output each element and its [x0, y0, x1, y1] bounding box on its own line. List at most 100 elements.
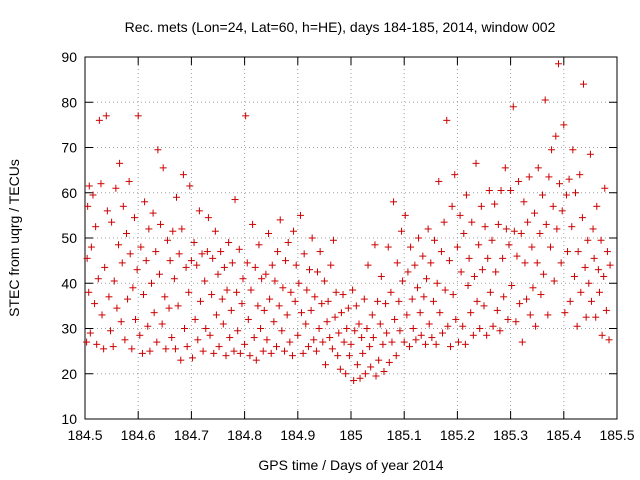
data-point-marker — [390, 198, 398, 206]
data-point-marker — [516, 300, 524, 308]
x-tick-label: 185.4 — [546, 427, 581, 443]
data-point-marker — [600, 272, 608, 280]
data-point-marker — [560, 121, 568, 129]
data-point-marker — [210, 349, 218, 357]
data-point-marker — [315, 325, 323, 332]
data-point-marker — [304, 343, 312, 351]
data-point-marker — [128, 345, 136, 353]
data-point-marker — [476, 325, 484, 332]
data-point-marker — [536, 229, 544, 237]
data-point-marker — [486, 288, 494, 296]
data-point-marker — [412, 336, 420, 344]
data-point-marker — [306, 266, 314, 274]
data-point-marker — [350, 377, 358, 385]
data-point-marker — [342, 370, 350, 378]
data-point-marker — [145, 225, 153, 233]
data-point-marker — [316, 248, 324, 256]
data-point-marker — [539, 191, 547, 199]
data-point-marker — [155, 270, 163, 278]
data-point-marker — [363, 325, 371, 332]
data-point-marker — [478, 266, 486, 274]
data-point-marker — [117, 318, 125, 326]
data-point-marker — [85, 182, 93, 190]
data-point-marker — [419, 252, 427, 260]
data-point-marker — [586, 150, 594, 158]
data-point-marker — [195, 207, 203, 215]
data-point-marker — [415, 234, 423, 242]
data-point-marker — [152, 248, 160, 256]
data-point-marker — [566, 297, 574, 305]
data-point-marker — [185, 288, 193, 296]
data-point-marker — [579, 80, 587, 88]
data-point-marker — [334, 352, 342, 360]
data-point-marker — [361, 370, 369, 378]
data-point-marker — [254, 302, 262, 310]
data-point-marker — [473, 297, 481, 305]
data-point-marker — [286, 338, 294, 346]
data-point-marker — [585, 279, 593, 287]
data-point-marker — [307, 306, 315, 314]
data-point-marker — [400, 338, 408, 346]
data-point-marker — [274, 248, 282, 256]
data-point-marker — [375, 356, 383, 364]
x-tick-label: 185.5 — [599, 427, 634, 443]
data-point-marker — [396, 327, 404, 335]
data-point-marker — [133, 266, 141, 274]
data-point-marker — [183, 343, 191, 351]
data-point-marker — [154, 146, 162, 154]
y-tick-label: 70 — [61, 140, 77, 156]
data-point-marker — [242, 112, 250, 120]
y-tick-label: 50 — [61, 230, 77, 246]
data-point-marker — [448, 202, 456, 210]
data-point-marker — [549, 202, 557, 210]
data-point-marker — [219, 320, 227, 328]
data-point-marker — [186, 182, 194, 190]
data-point-marker — [477, 202, 485, 210]
data-point-marker — [587, 297, 595, 305]
data-point-marker — [524, 218, 532, 226]
data-point-marker — [94, 275, 102, 283]
data-point-marker — [337, 309, 345, 317]
data-point-marker — [416, 309, 424, 317]
data-point-marker — [212, 311, 220, 319]
data-point-marker — [374, 297, 382, 305]
data-point-marker — [208, 291, 216, 299]
data-point-marker — [606, 261, 614, 269]
data-point-marker — [311, 293, 319, 301]
data-point-marker — [562, 191, 570, 199]
data-point-marker — [376, 320, 384, 328]
data-point-marker — [353, 361, 361, 369]
data-point-marker — [124, 295, 132, 303]
data-point-marker — [310, 336, 318, 344]
data-point-marker — [230, 347, 238, 355]
data-point-marker — [464, 282, 472, 290]
data-point-marker — [372, 372, 380, 380]
data-point-marker — [368, 311, 376, 319]
data-point-marker — [83, 254, 91, 262]
x-axis-label: GPS time / Days of year 2014 — [258, 457, 443, 473]
data-point-marker — [153, 338, 161, 346]
data-point-marker — [171, 345, 179, 353]
data-point-marker — [578, 214, 586, 222]
data-point-marker — [395, 297, 403, 305]
data-point-marker — [215, 343, 223, 351]
data-point-marker — [187, 257, 195, 265]
data-point-marker — [355, 320, 363, 328]
data-point-marker — [91, 300, 99, 308]
data-point-marker — [431, 236, 439, 244]
data-point-marker — [469, 331, 477, 339]
data-point-marker — [182, 263, 190, 271]
data-point-marker — [449, 291, 457, 299]
data-point-marker — [199, 347, 207, 355]
data-point-marker — [220, 263, 228, 271]
data-point-marker — [512, 318, 520, 326]
data-point-marker — [268, 261, 276, 269]
data-point-marker — [335, 329, 343, 337]
data-point-marker — [134, 112, 142, 120]
data-point-marker — [423, 275, 431, 283]
data-point-marker — [433, 279, 441, 287]
data-point-marker — [89, 191, 97, 199]
data-point-marker — [241, 340, 249, 348]
data-point-marker — [161, 293, 169, 301]
data-point-marker — [572, 189, 580, 197]
